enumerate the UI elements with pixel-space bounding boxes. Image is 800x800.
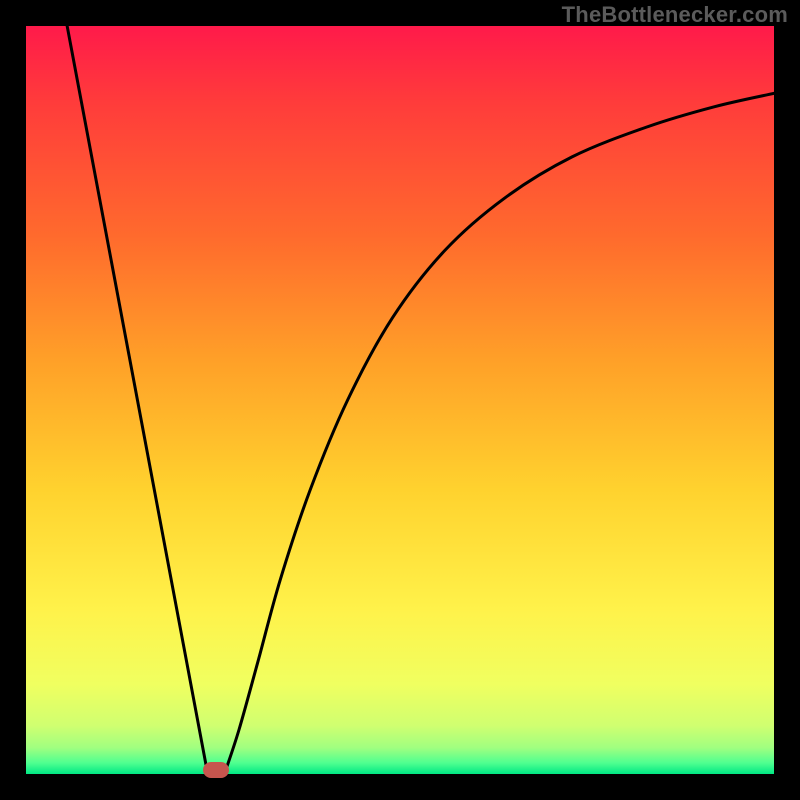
- source-watermark: TheBottlenecker.com: [562, 2, 788, 28]
- chart-frame: TheBottlenecker.com: [0, 0, 800, 800]
- optimum-marker: [203, 762, 229, 778]
- plot-area: [26, 26, 774, 774]
- bottleneck-curve: [26, 26, 774, 774]
